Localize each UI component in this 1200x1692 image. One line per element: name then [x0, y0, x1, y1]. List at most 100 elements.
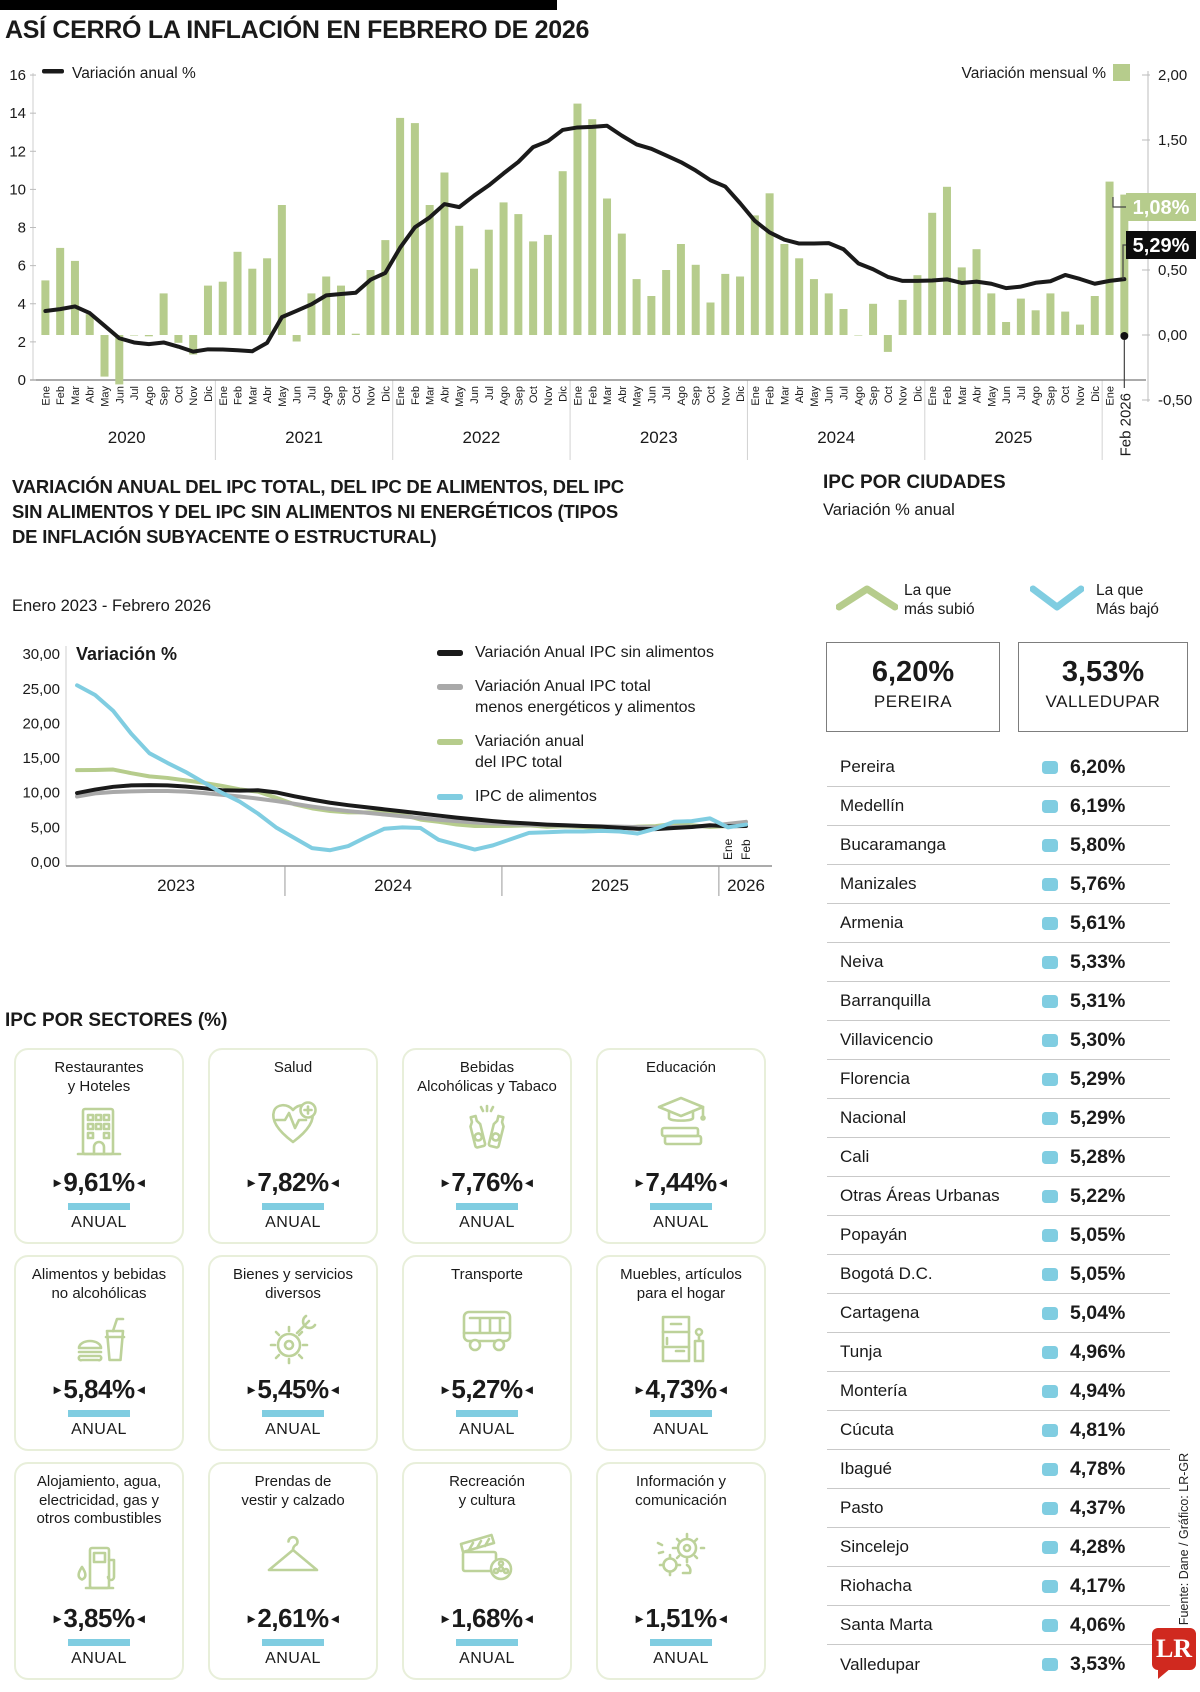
lowest-city-label: La que Más bajó — [1096, 582, 1159, 618]
right-arrow-icon: ◂ — [719, 1610, 727, 1626]
legend-swatch-icon — [437, 684, 463, 690]
left-arrow-icon: ▸ — [635, 1381, 643, 1397]
svg-text:May: May — [986, 386, 998, 407]
city-row: Otras Áreas Urbanas 5,22% — [827, 1177, 1170, 1216]
svg-text:Jul: Jul — [306, 386, 318, 400]
city-marker-icon — [1042, 1501, 1058, 1515]
lr-logo: LR — [1152, 1628, 1196, 1679]
city-value: 5,05% — [1070, 1223, 1126, 1246]
svg-text:Nov: Nov — [1075, 386, 1087, 406]
city-marker-icon — [1042, 1345, 1058, 1359]
sector-value: ▸ 7,44% ◂ — [635, 1167, 727, 1197]
y-axis-labels: 30,00 25,00 20,00 15,00 10,00 5,00 0,00 Variaci… — [22, 644, 177, 871]
sector-title: Alojamiento, agua, electricidad, gas y otr… — [36, 1473, 162, 1527]
city-name: Bogotá D.C. — [840, 1264, 933, 1283]
city-value: 4,17% — [1070, 1574, 1126, 1597]
city-name: Cartagena — [840, 1303, 920, 1322]
value-underline — [650, 1203, 712, 1210]
bottles-icon — [455, 1096, 519, 1167]
city-name: Otras Áreas Urbanas — [840, 1186, 1000, 1205]
city-name: Santa Marta — [840, 1615, 933, 1634]
gear-wrench-icon — [261, 1303, 325, 1374]
value-underline — [456, 1203, 518, 1210]
city-value: 6,20% — [1070, 755, 1126, 778]
svg-text:Feb: Feb — [55, 386, 67, 405]
sector-value: ▸ 7,76% ◂ — [441, 1167, 533, 1197]
sector-value: ▸ 2,61% ◂ — [247, 1603, 339, 1633]
city-row: Neiva 5,33% — [827, 943, 1170, 982]
city-marker-icon — [1042, 1618, 1058, 1632]
svg-text:2025: 2025 — [995, 428, 1033, 447]
lowest-city-value: 3,53% — [1061, 656, 1145, 688]
left-arrow-icon: ▸ — [635, 1610, 643, 1626]
legend-label: Variación Anual IPC total menos energétic… — [475, 678, 696, 716]
city-row: Cartagena 5,04% — [827, 1294, 1170, 1333]
city-name: Medellín — [840, 796, 905, 815]
svg-text:0,00: 0,00 — [1158, 327, 1187, 344]
svg-text:Jul: Jul — [839, 386, 851, 400]
clapperboard-icon — [455, 1510, 519, 1603]
subyacente-chart-title: VARIACIÓN ANUAL DEL IPC TOTAL, DEL IPC D… — [12, 476, 624, 547]
svg-text:Ene: Ene — [218, 386, 230, 406]
legend-label: Variación anual del IPC total — [475, 733, 585, 771]
city-value: 5,28% — [1070, 1145, 1126, 1168]
city-value: 5,22% — [1070, 1184, 1126, 1207]
city-name: Cali — [840, 1147, 870, 1166]
svg-text:Feb: Feb — [233, 386, 245, 405]
svg-text:Abr: Abr — [439, 386, 451, 403]
sector-value: ▸ 7,82% ◂ — [247, 1167, 339, 1197]
legend-swatch-icon — [437, 794, 463, 800]
value-underline — [650, 1410, 712, 1417]
right-arrow-icon: ◂ — [525, 1610, 533, 1626]
svg-text:2023: 2023 — [640, 428, 678, 447]
annual-callout-badge — [1126, 231, 1196, 259]
period-label: ANUAL — [265, 1421, 321, 1438]
city-marker-icon — [1042, 760, 1058, 774]
city-row: Ibagué 4,78% — [827, 1450, 1170, 1489]
city-marker-icon — [1042, 1384, 1058, 1398]
svg-text:5,00: 5,00 — [31, 819, 60, 836]
cities-panel-title: IPC POR CIUDADES — [823, 472, 1006, 493]
city-row: Villavicencio 5,30% — [827, 1021, 1170, 1060]
legend-entry: Variación anual del IPC total — [437, 731, 767, 773]
svg-text:Sep: Sep — [336, 386, 348, 406]
city-name: Villavicencio — [840, 1030, 934, 1049]
city-value: 4,37% — [1070, 1496, 1126, 1519]
svg-text:1,08%: 1,08% — [1133, 197, 1190, 219]
svg-text:Abr: Abr — [972, 386, 984, 403]
svg-text:12: 12 — [9, 143, 26, 160]
period-label: ANUAL — [653, 1214, 709, 1231]
annual-line-swatch — [42, 69, 64, 74]
annual-variation-line — [43, 123, 1127, 354]
city-value: 3,53% — [1070, 1653, 1126, 1675]
city-row: Sincelejo 4,28% — [827, 1528, 1170, 1567]
right-axis-labels: 2,001,501,000,500,00-0,50 — [1142, 67, 1192, 409]
city-value: 4,06% — [1070, 1613, 1126, 1636]
right-arrow-icon: ◂ — [137, 1174, 145, 1190]
svg-text:0,50: 0,50 — [1158, 262, 1187, 279]
svg-text:Jul: Jul — [1016, 386, 1028, 400]
svg-text:Jul: Jul — [484, 386, 496, 400]
period-label: ANUAL — [265, 1650, 321, 1667]
city-row: Pasto 4,37% — [827, 1489, 1170, 1528]
svg-text:14: 14 — [9, 105, 26, 122]
series-line-3 — [75, 683, 748, 853]
svg-text:2021: 2021 — [285, 428, 323, 447]
svg-text:10,00: 10,00 — [22, 785, 60, 802]
sector-title: Muebles, artículos para el hogar — [620, 1266, 742, 1302]
sector-title: Salud — [273, 1059, 313, 1076]
city-marker-icon — [1042, 1267, 1058, 1281]
value-underline — [456, 1639, 518, 1646]
svg-text:Sep: Sep — [513, 386, 525, 406]
sector-title: Información y comunicación — [635, 1473, 727, 1509]
period-label: ANUAL — [459, 1421, 515, 1438]
svg-text:15,00: 15,00 — [22, 750, 60, 767]
svg-text:Ene: Ene — [750, 386, 762, 406]
right-arrow-icon: ◂ — [137, 1610, 145, 1626]
city-row: Cali 5,28% — [827, 1138, 1170, 1177]
city-value: 5,05% — [1070, 1262, 1126, 1285]
sector-card: Bebidas Alcohólicas y Tabaco ▸ 7,76% ◂ ANUAL — [402, 1048, 572, 1244]
value-underline — [262, 1639, 324, 1646]
left-arrow-icon: ▸ — [441, 1381, 449, 1397]
